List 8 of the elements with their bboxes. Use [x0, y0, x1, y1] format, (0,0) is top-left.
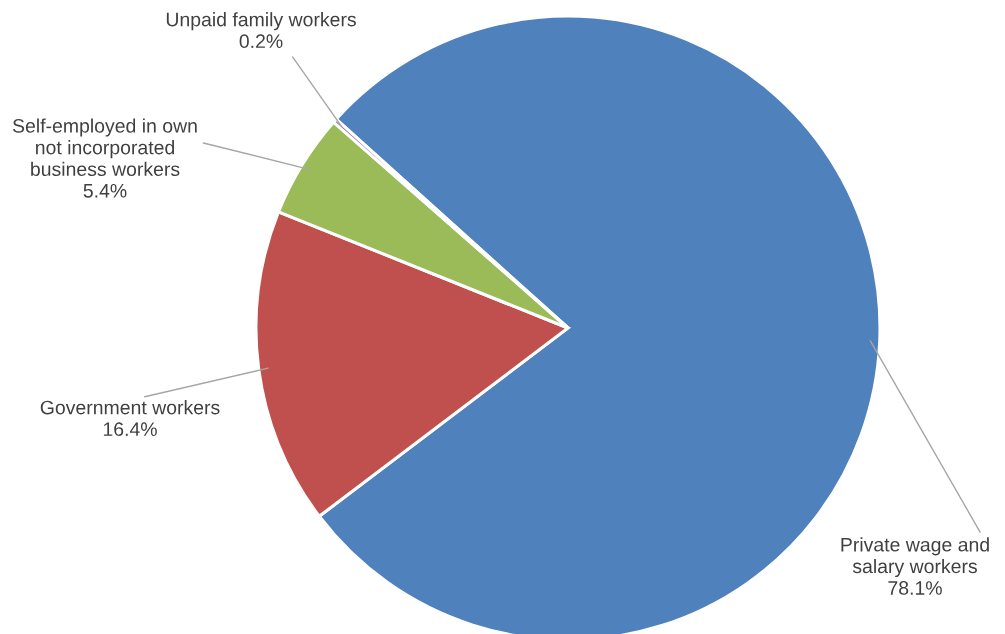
slice-label: Self-employed in own not incorporated business workers	[12, 118, 197, 177]
data-label: 0.2%	[239, 34, 283, 49]
slice-label: Private wage and salary workers	[841, 537, 989, 578]
data-label: 78.1%	[888, 581, 942, 595]
data-label: 5.4%	[83, 184, 127, 198]
slice-label: Unpaid family workers	[166, 12, 356, 31]
slice-label: Government workers	[40, 400, 220, 415]
data-label: 16.4%	[103, 422, 157, 437]
